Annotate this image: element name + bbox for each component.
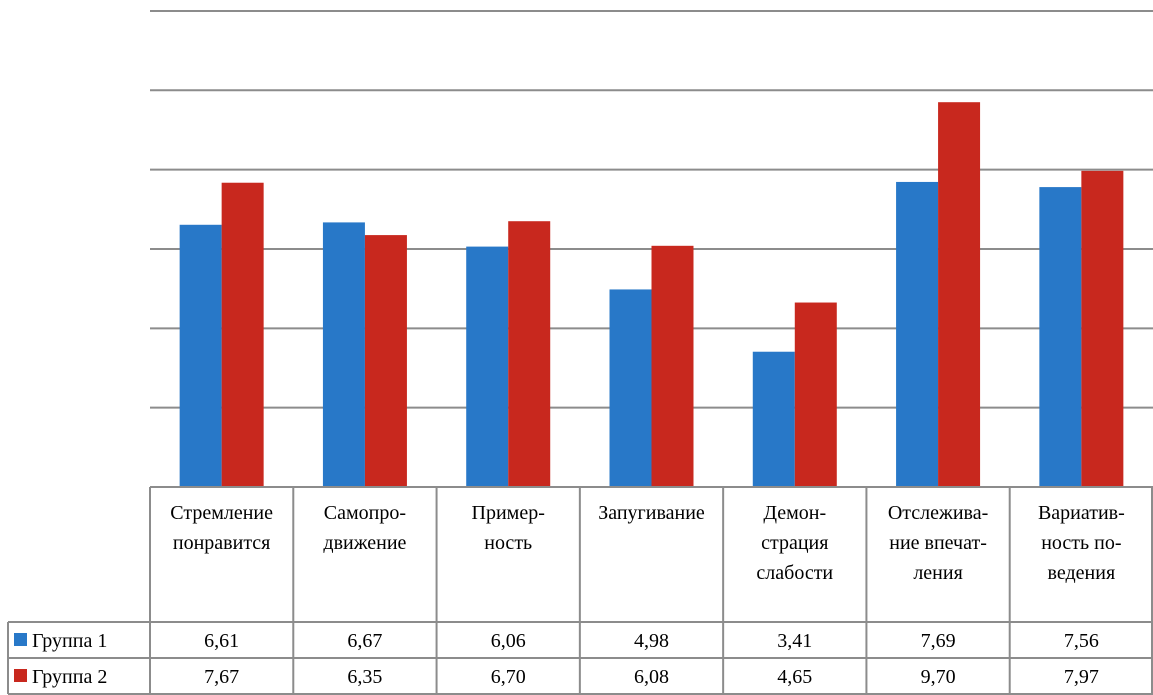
category-label: ления <box>913 562 962 584</box>
category-label: Вариатив- <box>1038 502 1125 524</box>
category-label: понравится <box>173 532 271 554</box>
category-label: Отслежива- <box>888 502 988 524</box>
data-label: 6,35 <box>347 666 382 688</box>
data-label: 3,41 <box>777 630 812 652</box>
bar-group2 <box>1081 170 1124 488</box>
data-label: 7,67 <box>204 666 239 688</box>
category-label: движение <box>323 532 406 554</box>
data-label: 9,70 <box>921 666 956 688</box>
category-label: страция <box>761 532 828 554</box>
bar-group2 <box>364 235 407 487</box>
bar-group1 <box>322 222 365 487</box>
legend-swatch <box>14 633 27 646</box>
bar-group2 <box>508 221 551 487</box>
data-label: 6,06 <box>491 630 526 652</box>
bar-group1 <box>609 289 652 487</box>
data-label: 6,70 <box>491 666 526 688</box>
category-label: слабости <box>756 562 833 584</box>
bar-group1 <box>179 224 222 487</box>
bar-group2 <box>221 182 264 488</box>
category-label: Стремление <box>170 502 273 524</box>
category-label: ние впечат- <box>889 532 987 554</box>
data-label: 4,98 <box>634 630 669 652</box>
data-label: 7,69 <box>921 630 956 652</box>
bar-group1 <box>752 351 795 487</box>
bar-group1 <box>896 181 939 488</box>
data-table: Стремление понравится Самопро-движение Прим… <box>7 486 1153 695</box>
category-label: Демон- <box>763 502 826 524</box>
bar-group1 <box>466 246 509 487</box>
bars <box>179 102 1124 488</box>
category-label: ность по- <box>1041 532 1121 554</box>
category-label: ность <box>484 532 532 554</box>
legend-swatch <box>14 669 27 682</box>
category-label: Самопро- <box>324 502 406 524</box>
data-label: 4,65 <box>777 666 812 688</box>
category-label: Запугивание <box>598 502 705 524</box>
data-label: 6,08 <box>634 666 669 688</box>
bar-group2 <box>651 245 694 487</box>
data-label: 7,97 <box>1064 666 1099 688</box>
bar-group2 <box>938 102 981 488</box>
data-label: 6,67 <box>347 630 382 652</box>
category-label: Пример- <box>472 502 545 524</box>
bar-group2 <box>794 302 837 487</box>
legend-label: Группа 2 <box>32 666 107 688</box>
legend-label: Группа 1 <box>32 630 107 652</box>
category-label: ведения <box>1048 562 1116 584</box>
bar-group1 <box>1039 187 1082 488</box>
data-label: 6,61 <box>204 630 239 652</box>
data-label: 7,56 <box>1064 630 1099 652</box>
